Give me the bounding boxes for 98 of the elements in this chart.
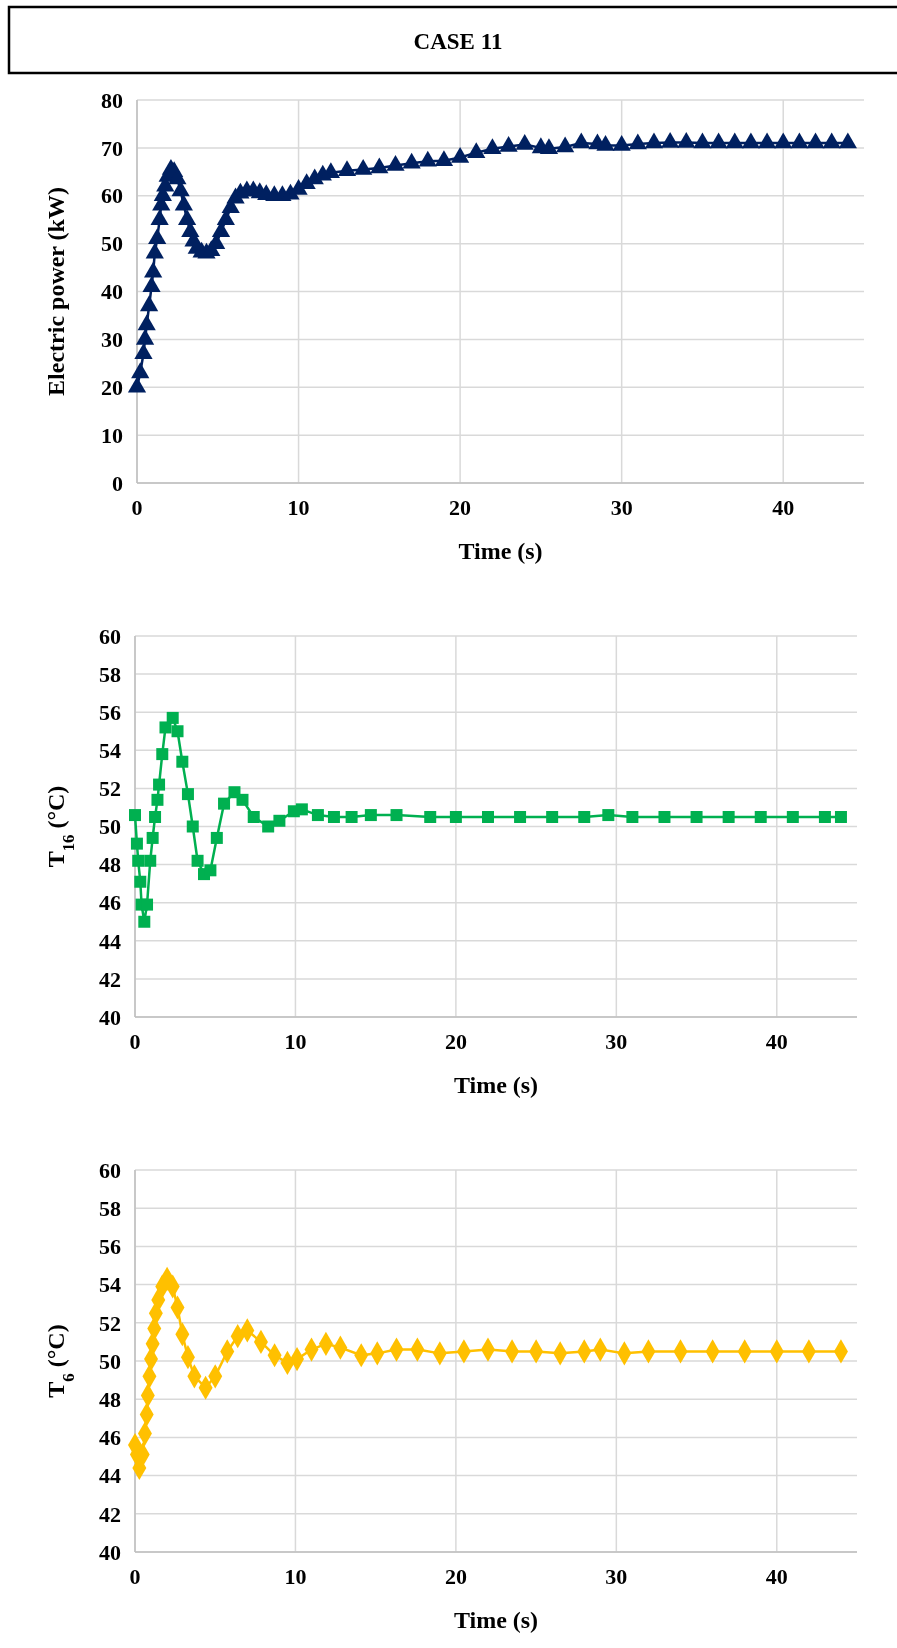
point — [191, 854, 204, 867]
y-tick-label: 0 — [112, 470, 123, 496]
x-tick-label: 30 — [610, 495, 633, 520]
point — [449, 810, 462, 823]
point — [658, 810, 671, 823]
point — [156, 748, 169, 761]
x-tick-label: 40 — [765, 1029, 788, 1054]
point — [364, 809, 377, 822]
point — [481, 810, 494, 823]
y-tick-label: 50 — [101, 231, 123, 257]
point — [210, 831, 223, 844]
x-tick-label: 0 — [131, 495, 143, 520]
y-tick-label: 58 — [99, 1195, 121, 1221]
x-axis-title: Time (s) — [453, 1072, 539, 1098]
point — [171, 725, 184, 738]
point — [390, 809, 403, 822]
y-tick-label: 40 — [99, 1004, 121, 1030]
point — [144, 854, 157, 867]
point — [130, 837, 143, 850]
point — [151, 793, 164, 806]
point — [786, 810, 799, 823]
y-tick-label: 10 — [101, 422, 123, 448]
y-tick-label: 52 — [99, 776, 121, 802]
point — [159, 721, 172, 734]
point — [146, 831, 159, 844]
y-tick-label: 44 — [99, 1463, 121, 1489]
point — [311, 809, 324, 822]
y-tick-label: 58 — [99, 661, 121, 687]
point — [134, 875, 147, 888]
point — [132, 854, 145, 867]
y-tick-label: 42 — [99, 1501, 121, 1527]
point — [176, 755, 189, 768]
point — [327, 810, 340, 823]
point — [153, 778, 166, 791]
point — [722, 810, 735, 823]
y-tick-label: 46 — [99, 1425, 121, 1451]
point — [149, 810, 162, 823]
y-tick-label: 56 — [99, 699, 121, 725]
x-tick-label: 30 — [605, 1564, 628, 1589]
y-tick-label: 60 — [99, 623, 121, 649]
y-tick-label: 60 — [101, 183, 123, 209]
point — [546, 810, 559, 823]
y-tick-label: 56 — [99, 1234, 121, 1260]
y-tick-label: 60 — [99, 1157, 121, 1183]
x-axis-title: Time (s) — [458, 538, 543, 564]
y-tick-label: 46 — [99, 890, 121, 916]
y-tick-label: 44 — [99, 928, 121, 954]
y-tick-label: 54 — [99, 738, 121, 763]
y-tick-label: 48 — [99, 1386, 121, 1412]
y-axis-title: Electric power (kW) — [43, 187, 69, 396]
y-tick-label: 30 — [101, 327, 123, 353]
point — [690, 810, 703, 823]
point — [424, 810, 437, 823]
point — [345, 810, 358, 823]
y-tick-label: 20 — [101, 374, 123, 400]
x-tick-label: 0 — [129, 1029, 141, 1054]
x-tick-label: 30 — [605, 1029, 628, 1054]
point — [273, 814, 286, 827]
x-tick-label: 20 — [444, 1029, 467, 1054]
y-tick-label: 70 — [101, 135, 123, 161]
y-tick-label: 48 — [99, 852, 121, 878]
x-tick-label: 10 — [284, 1564, 307, 1589]
y-tick-label: 40 — [99, 1539, 121, 1565]
x-tick-label: 40 — [765, 1564, 788, 1589]
x-axis-title: Time (s) — [453, 1607, 539, 1633]
point — [262, 820, 275, 833]
point — [834, 810, 847, 823]
x-tick-label: 10 — [287, 495, 310, 520]
y-tick-label: 52 — [99, 1310, 121, 1336]
point — [602, 809, 615, 822]
chart-title: CASE 11 — [413, 29, 503, 54]
y-tick-label: 42 — [99, 966, 121, 992]
point — [138, 915, 151, 928]
point — [181, 788, 194, 801]
point — [247, 810, 260, 823]
x-tick-label: 20 — [449, 495, 472, 520]
point — [626, 810, 639, 823]
x-tick-label: 0 — [129, 1564, 141, 1589]
y-tick-label: 50 — [99, 1348, 121, 1374]
point — [295, 803, 308, 816]
point — [218, 797, 231, 810]
point — [204, 864, 217, 877]
y-tick-label: 40 — [101, 279, 123, 305]
point — [166, 711, 179, 724]
point — [578, 810, 591, 823]
point — [141, 898, 154, 911]
point — [514, 810, 527, 823]
point — [818, 810, 831, 823]
y-tick-label: 50 — [99, 814, 121, 840]
point — [754, 810, 767, 823]
x-tick-label: 20 — [444, 1564, 467, 1589]
x-tick-label: 40 — [772, 495, 795, 520]
x-tick-label: 10 — [284, 1029, 307, 1054]
y-tick-label: 80 — [101, 87, 123, 113]
point — [236, 793, 249, 806]
y-tick-label: 54 — [99, 1272, 121, 1298]
point — [186, 820, 199, 833]
point — [129, 809, 141, 822]
